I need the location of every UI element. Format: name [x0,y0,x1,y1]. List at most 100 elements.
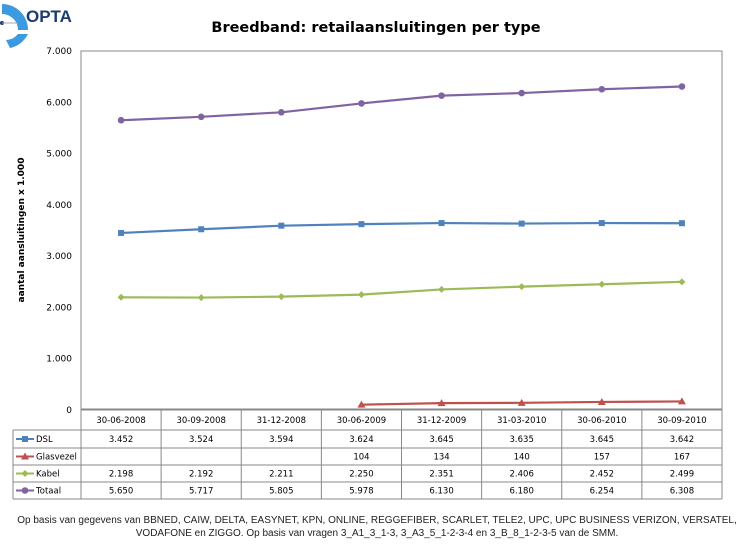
legend-label: Totaal [35,487,61,497]
data-point [197,294,205,302]
data-label: 3.624 [349,435,373,445]
data-label: 2.406 [510,470,534,480]
data-point [358,221,365,228]
y-tick-label: 4.000 [46,201,72,211]
series-line [121,221,682,235]
data-point [518,220,525,227]
legend-label: Kabel [36,470,60,480]
x-tick-label: 30-09-2008 [176,416,225,426]
data-label: 3.642 [670,435,694,445]
logo-arc [2,4,28,30]
legend-key-kabel: Kabel [16,470,60,480]
x-tick-label: 31-12-2008 [257,416,306,426]
data-label: 5.978 [349,487,373,497]
y-tick-label: 7.000 [46,47,72,57]
data-label: 134 [433,453,449,463]
data-label: 3.635 [510,435,534,445]
data-label: 167 [674,453,690,463]
data-label: 6.308 [670,487,694,497]
data-point [278,108,285,116]
y-axis-label: aantal aansluitingen x 1.000 [17,158,27,303]
data-point [357,400,366,408]
logo-text: OPTA [26,7,72,26]
series-totaal [117,83,686,124]
data-label: 104 [353,453,369,463]
data-label: 6.180 [510,487,534,497]
legend-marker [21,452,29,460]
legend-label: DSL [36,435,53,445]
data-point [597,397,606,405]
x-tick-label: 31-12-2009 [417,416,466,426]
data-label: 2.250 [349,470,373,480]
data-label: 2.351 [429,470,453,480]
data-point [598,220,605,227]
data-label: 3.452 [109,435,133,445]
series-line [121,280,682,299]
legend-marker [21,470,29,477]
chart-title: Breedband: retailaansluitingen per type [211,20,540,36]
data-point [117,116,125,124]
series-kabel [117,278,686,302]
opta-logo: OPTA [0,4,72,48]
legend-key-glasvezel: Glasvezel [16,452,77,463]
legend-key-dsl: DSL [16,435,53,445]
data-point [517,398,526,406]
x-tick-label: 30-06-2010 [577,416,626,426]
data-point [438,220,445,227]
data-label: 140 [514,453,530,463]
data-label: 6.254 [590,487,614,497]
data-label: 2.192 [189,470,213,480]
data-point [357,291,365,299]
data-point [358,100,365,107]
data-point [518,283,526,291]
data-label: 5.650 [109,487,133,497]
series-glasvezel [357,397,686,408]
data-point [117,293,125,301]
footnote-line-1: Op basis van gegevens van BBNED, CAIW, D… [17,515,737,526]
data-point [678,220,685,227]
data-label: 5.717 [189,487,213,497]
x-tick-label: 30-06-2008 [96,416,145,426]
legend-marker [21,487,29,494]
footnote-line-2: VODAFONE en ZIGGO. Op basis van vragen 3… [135,528,619,539]
data-point [278,222,285,229]
data-point [598,85,606,93]
y-tick-label: 5.000 [46,150,72,160]
data-point [598,280,606,288]
data-point [197,113,205,121]
series-line [121,85,682,122]
data-point [678,83,686,90]
logo-arc [6,34,28,48]
data-label: 3.645 [429,435,453,445]
y-tick-label: 1.000 [46,355,72,365]
x-tick-label: 30-06-2009 [337,416,386,426]
legend-label: Glasvezel [36,453,77,463]
data-label: 2.452 [590,470,614,480]
footnote: Op basis van gegevens van BBNED, CAIW, D… [0,514,754,540]
y-tick-label: 0 [66,406,72,416]
data-label: 2.499 [670,470,694,480]
data-point [198,226,205,233]
x-tick-label: 31-03-2010 [497,416,546,426]
data-label: 6.130 [429,487,453,497]
data-point [438,92,445,99]
x-tick-label: 30-09-2010 [657,416,706,426]
data-point [118,229,125,236]
data-label: 2.211 [269,470,293,480]
data-label: 157 [594,453,610,463]
data-point [677,397,686,405]
data-label: 3.594 [269,435,293,445]
data-label: 2.198 [109,470,133,480]
legend-marker [22,436,28,442]
data-point [437,399,446,407]
data-point [277,293,285,301]
data-point [518,89,525,97]
data-label: 3.645 [590,435,614,445]
series-dsl [118,220,685,236]
data-point [678,278,686,286]
data-point [438,285,446,293]
y-tick-label: 6.000 [46,98,72,108]
data-label: 3.524 [189,435,213,445]
